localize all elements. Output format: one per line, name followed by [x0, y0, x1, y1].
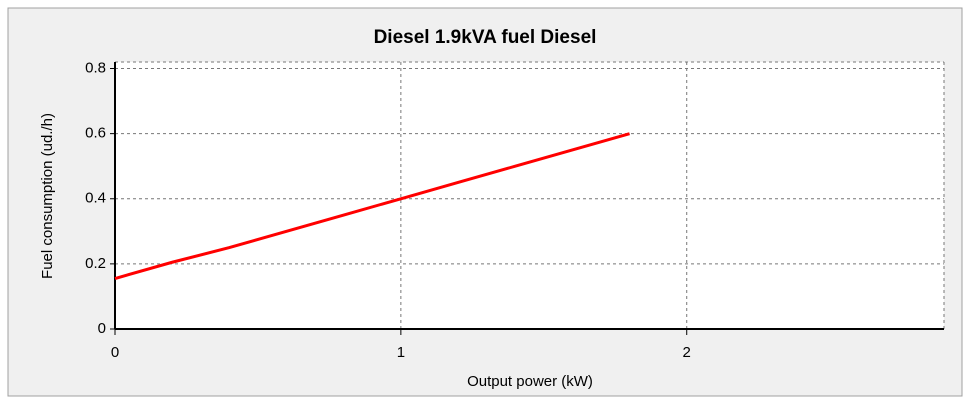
y-tick-label: 0.4 [85, 190, 106, 207]
x-axis-label: Output power (kW) [467, 373, 593, 390]
y-tick-label: 0.2 [85, 255, 106, 272]
x-tick-label: 2 [683, 344, 691, 361]
plot-area [115, 62, 944, 329]
x-tick-label: 1 [397, 344, 405, 361]
data-line [114, 132, 630, 280]
chart-title: Diesel 1.9kVA fuel Diesel [374, 27, 597, 48]
y-tick-label: 0.6 [85, 125, 106, 142]
y-tick-label: 0 [98, 320, 106, 337]
x-tick-label: 0 [111, 344, 119, 361]
y-axis-label: Fuel consumption (ud./h) [39, 113, 56, 279]
y-tick-label: 0.8 [85, 59, 106, 76]
